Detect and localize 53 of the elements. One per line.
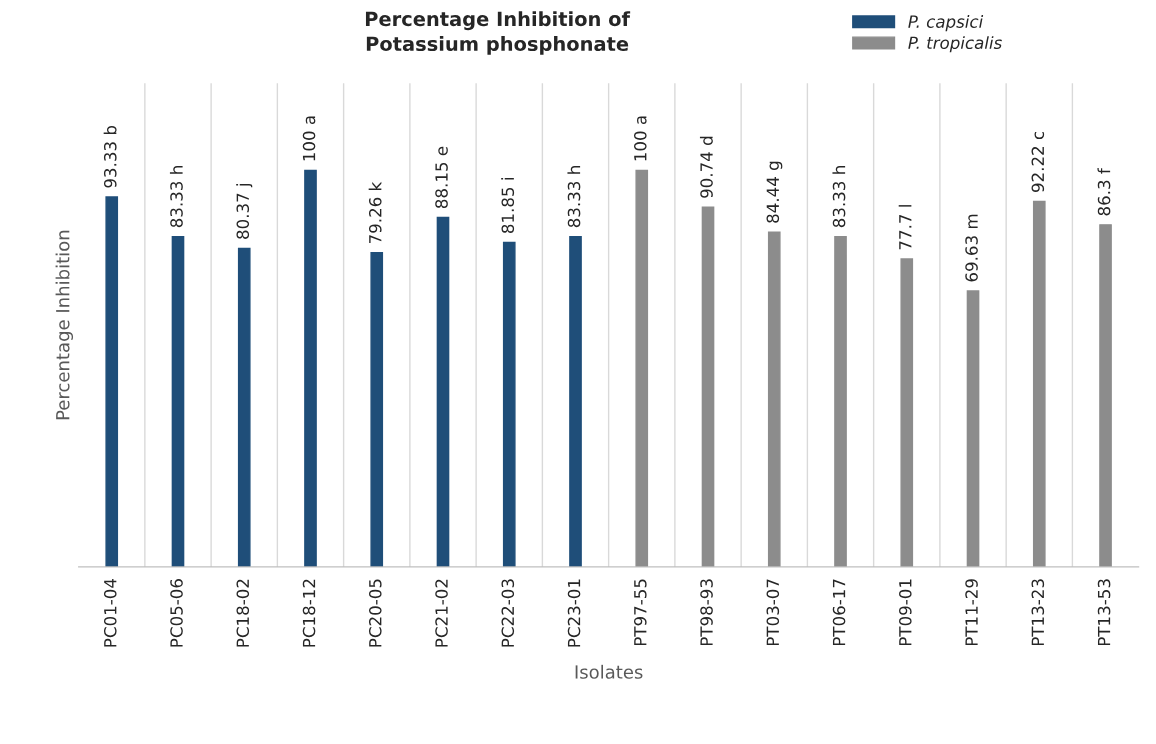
data-label: 83.33 h (832, 166, 846, 228)
bar (569, 235, 582, 567)
x-tick-label: PT97-55 (633, 579, 647, 646)
bar (105, 196, 119, 567)
data-label: 69.63 m (965, 214, 978, 282)
y-axis-title: Percentage Inhibition (55, 230, 74, 420)
bar (304, 169, 317, 567)
x-tick-label: PC18-12 (302, 579, 316, 647)
x-tick-label: PC23-01 (567, 579, 581, 647)
bar (701, 206, 715, 567)
data-label: 86.3 f (1097, 167, 1111, 216)
legend-label: P. capsici (908, 15, 984, 32)
x-axis-title: Isolates (575, 664, 643, 679)
data-label: 80.37 j (236, 183, 253, 239)
data-label: 83.33 h (567, 166, 581, 228)
x-tick-label: PC05-06 (170, 579, 183, 647)
x-tick-label: PT06-17 (832, 579, 846, 646)
bar (436, 216, 450, 567)
data-label: 83.33 h (169, 166, 183, 228)
bar (370, 252, 384, 567)
data-label: 100 a (633, 116, 647, 161)
bar (966, 290, 980, 567)
bar (171, 235, 185, 567)
chart-title: Percentage Inhibition of Potassium phosphonate (365, 11, 631, 55)
x-tick-label: PT13-53 (1097, 579, 1111, 646)
bar (767, 231, 781, 567)
bar (237, 247, 251, 567)
data-label: 93.33 b (103, 125, 117, 188)
x-tick-label: PC20-05 (368, 579, 382, 647)
bar (1099, 224, 1112, 567)
x-tick-label: PC01-04 (103, 578, 117, 647)
x-tick-label: PT09-01 (899, 579, 912, 646)
data-label: 90.74 d (699, 136, 713, 198)
data-label: 81.85 i (501, 178, 515, 234)
x-tick-label: PT11-29 (965, 579, 978, 646)
bar (635, 169, 649, 567)
data-label: 88.15 e (435, 146, 448, 209)
data-label: 100 a (302, 116, 316, 161)
bar (834, 235, 847, 567)
data-label: 77.7 l (898, 205, 912, 250)
bar (502, 241, 516, 567)
x-tick-label: PC18-02 (236, 579, 250, 647)
x-tick-label: PT13-23 (1031, 579, 1045, 646)
data-label: 79.26 k (368, 181, 382, 244)
bar (1032, 200, 1046, 567)
bar (900, 258, 914, 567)
legend-label: P. tropicalis (908, 36, 1002, 53)
data-label: 84.44 g (766, 161, 783, 223)
x-tick-label: PC21-02 (435, 579, 448, 647)
data-label: 92.22 c (1031, 131, 1045, 192)
x-tick-label: PC22-03 (501, 579, 515, 647)
x-tick-label: PT98-93 (700, 579, 713, 646)
x-tick-label: PT03-07 (766, 579, 780, 646)
